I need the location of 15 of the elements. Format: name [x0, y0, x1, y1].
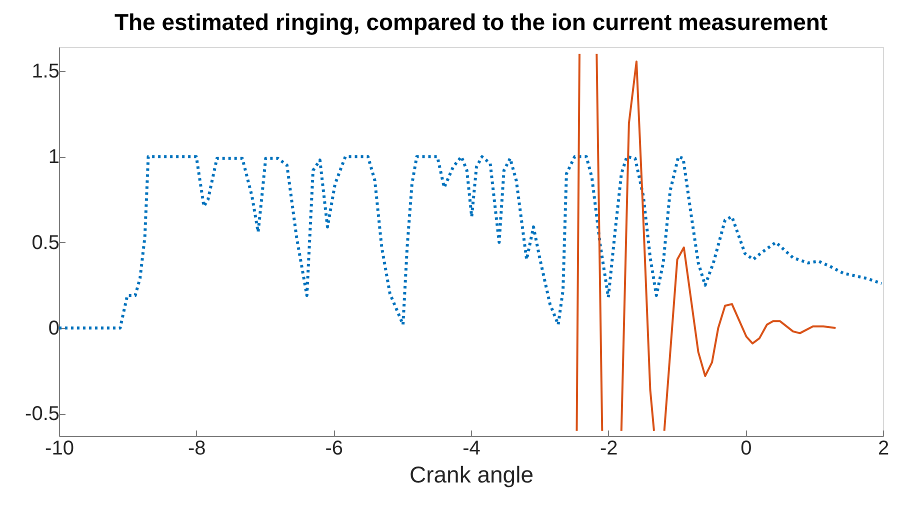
y-tick-label: 0.5	[32, 232, 60, 254]
y-tick-label: 0	[48, 318, 60, 340]
x-tick-label: -10	[45, 438, 74, 460]
x-axis-title: Crank angle	[409, 462, 534, 488]
line-series	[59, 155, 883, 330]
x-tick-label: -6	[325, 438, 344, 460]
x-tick-label: -2	[600, 438, 618, 460]
x-tick-label: 2	[878, 438, 890, 460]
y-tick-label: -0.5	[25, 403, 60, 426]
x-tick-label: -4	[462, 438, 480, 460]
y-tick-label: 1	[48, 146, 60, 168]
x-tick-label: 0	[740, 438, 752, 460]
chart-title: The estimated ringing, compared to the ion current measurement	[114, 9, 828, 35]
x-tick-label: -8	[188, 438, 206, 460]
y-tick-label: 1.5	[32, 60, 60, 82]
